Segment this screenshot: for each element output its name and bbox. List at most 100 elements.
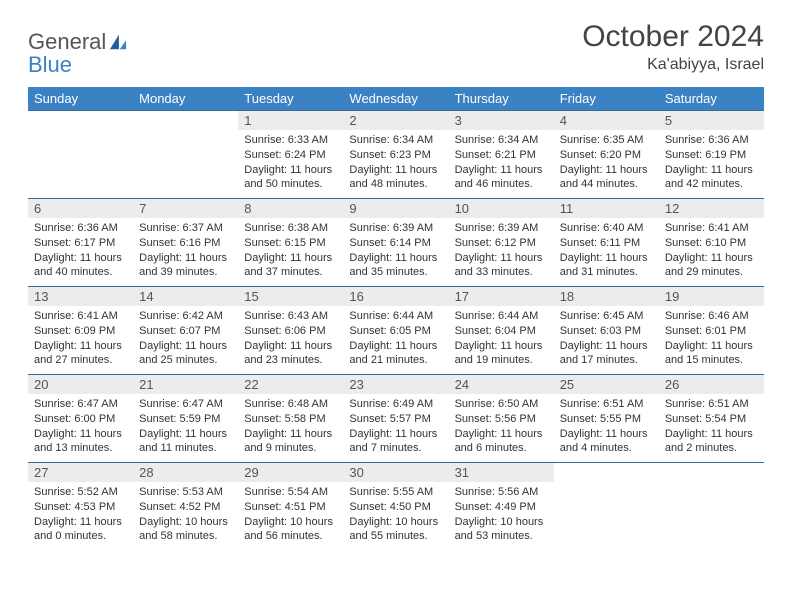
daylight-line: Daylight: 11 hours and 48 minutes. (349, 164, 437, 191)
day-details: Sunrise: 6:43 AMSunset: 6:06 PMDaylight:… (238, 306, 343, 372)
sunrise-line: Sunrise: 6:34 AM (349, 134, 433, 146)
day-details: Sunrise: 6:39 AMSunset: 6:14 PMDaylight:… (343, 218, 448, 284)
sunset-line: Sunset: 5:58 PM (244, 413, 325, 425)
daylight-line: Daylight: 11 hours and 4 minutes. (560, 428, 648, 455)
calendar-week-row: 13Sunrise: 6:41 AMSunset: 6:09 PMDayligh… (28, 286, 764, 374)
day-number: 5 (659, 111, 764, 130)
day-number: 29 (238, 463, 343, 482)
sunset-line: Sunset: 6:16 PM (139, 237, 220, 249)
daylight-line: Daylight: 11 hours and 19 minutes. (455, 340, 543, 367)
sunrise-line: Sunrise: 5:52 AM (34, 486, 118, 498)
sunrise-line: Sunrise: 6:42 AM (139, 310, 223, 322)
daylight-line: Daylight: 11 hours and 35 minutes. (349, 252, 437, 279)
daylight-line: Daylight: 11 hours and 6 minutes. (455, 428, 543, 455)
sunset-line: Sunset: 4:50 PM (349, 501, 430, 513)
calendar-week-row: 27Sunrise: 5:52 AMSunset: 4:53 PMDayligh… (28, 462, 764, 550)
day-cell-28: 28Sunrise: 5:53 AMSunset: 4:52 PMDayligh… (133, 462, 238, 550)
day-number: 14 (133, 287, 238, 306)
day-cell-1: 1Sunrise: 6:33 AMSunset: 6:24 PMDaylight… (238, 110, 343, 198)
day-details: Sunrise: 5:55 AMSunset: 4:50 PMDaylight:… (343, 482, 448, 548)
day-number: 18 (554, 287, 659, 306)
sunrise-line: Sunrise: 6:35 AM (560, 134, 644, 146)
sunrise-line: Sunrise: 6:37 AM (139, 222, 223, 234)
sunset-line: Sunset: 6:09 PM (34, 325, 115, 337)
sunrise-line: Sunrise: 6:44 AM (455, 310, 539, 322)
daylight-line: Daylight: 11 hours and 23 minutes. (244, 340, 332, 367)
sunset-line: Sunset: 4:49 PM (455, 501, 536, 513)
weekday-sunday: Sunday (28, 87, 133, 111)
sunset-line: Sunset: 5:59 PM (139, 413, 220, 425)
sunrise-line: Sunrise: 6:48 AM (244, 398, 328, 410)
day-details: Sunrise: 6:40 AMSunset: 6:11 PMDaylight:… (554, 218, 659, 284)
header: GeneralBlue October 2024 Ka'abiyya, Isra… (28, 20, 764, 77)
daylight-line: Daylight: 10 hours and 53 minutes. (455, 516, 544, 543)
day-details: Sunrise: 6:36 AMSunset: 6:17 PMDaylight:… (28, 218, 133, 284)
day-cell-21: 21Sunrise: 6:47 AMSunset: 5:59 PMDayligh… (133, 374, 238, 462)
day-cell-27: 27Sunrise: 5:52 AMSunset: 4:53 PMDayligh… (28, 462, 133, 550)
day-number: 3 (449, 111, 554, 130)
day-details: Sunrise: 6:51 AMSunset: 5:55 PMDaylight:… (554, 394, 659, 460)
sunrise-line: Sunrise: 6:36 AM (34, 222, 118, 234)
calendar-week-row: 20Sunrise: 6:47 AMSunset: 6:00 PMDayligh… (28, 374, 764, 462)
sunrise-line: Sunrise: 6:44 AM (349, 310, 433, 322)
day-details: Sunrise: 6:48 AMSunset: 5:58 PMDaylight:… (238, 394, 343, 460)
logo: GeneralBlue (28, 20, 128, 77)
daylight-line: Daylight: 11 hours and 29 minutes. (665, 252, 753, 279)
day-number: 20 (28, 375, 133, 394)
day-number: 6 (28, 199, 133, 218)
daylight-line: Daylight: 11 hours and 42 minutes. (665, 164, 753, 191)
weekday-saturday: Saturday (659, 87, 764, 111)
sunset-line: Sunset: 6:17 PM (34, 237, 115, 249)
day-details: Sunrise: 6:38 AMSunset: 6:15 PMDaylight:… (238, 218, 343, 284)
sunrise-line: Sunrise: 6:40 AM (560, 222, 644, 234)
sunrise-line: Sunrise: 6:36 AM (665, 134, 749, 146)
sunrise-line: Sunrise: 6:38 AM (244, 222, 328, 234)
day-details: Sunrise: 6:36 AMSunset: 6:19 PMDaylight:… (659, 130, 764, 196)
daylight-line: Daylight: 10 hours and 56 minutes. (244, 516, 333, 543)
day-number: 28 (133, 463, 238, 482)
day-details: Sunrise: 6:47 AMSunset: 5:59 PMDaylight:… (133, 394, 238, 460)
sunrise-line: Sunrise: 6:47 AM (139, 398, 223, 410)
day-details: Sunrise: 6:44 AM Sunset: 6:04 PM Daylight:… (449, 306, 554, 372)
day-number: 25 (554, 375, 659, 394)
day-cell-9: 9Sunrise: 6:39 AMSunset: 6:14 PMDaylight… (343, 198, 448, 286)
day-details: Sunrise: 6:50 AMSunset: 5:56 PMDaylight:… (449, 394, 554, 460)
daylight-line: Daylight: 10 hours and 55 minutes. (349, 516, 438, 543)
sunset-line: Sunset: 6:24 PM (244, 149, 325, 161)
day-details: Sunrise: 6:35 AMSunset: 6:20 PMDaylight:… (554, 130, 659, 196)
sunset-line: Sunset: 5:55 PM (560, 413, 641, 425)
sunset-line: Sunset: 6:05 PM (349, 325, 430, 337)
sunset-line: Sunset: 6:03 PM (560, 325, 641, 337)
sunset-line: Sunset: 6:07 PM (139, 325, 220, 337)
empty-cell (554, 462, 659, 550)
day-number: 31 (449, 463, 554, 482)
sunrise-line: Sunrise: 6:33 AM (244, 134, 328, 146)
day-details: Sunrise: 6:41 AMSunset: 6:10 PMDaylight:… (659, 218, 764, 284)
daylight-line: Daylight: 11 hours and 39 minutes. (139, 252, 227, 279)
weekday-thursday: Thursday (449, 87, 554, 111)
sunset-line: Sunset: 5:57 PM (349, 413, 430, 425)
day-number: 24 (449, 375, 554, 394)
day-number: 17 (449, 287, 554, 306)
day-cell-25: 25Sunrise: 6:51 AMSunset: 5:55 PMDayligh… (554, 374, 659, 462)
day-cell-26: 26Sunrise: 6:51 AMSunset: 5:54 PMDayligh… (659, 374, 764, 462)
weekday-monday: Monday (133, 87, 238, 111)
sunset-line: Sunset: 4:52 PM (139, 501, 220, 513)
day-number: 9 (343, 199, 448, 218)
sunset-line: Sunset: 6:12 PM (455, 237, 536, 249)
day-cell-15: 15Sunrise: 6:43 AMSunset: 6:06 PMDayligh… (238, 286, 343, 374)
day-cell-23: 23Sunrise: 6:49 AMSunset: 5:57 PMDayligh… (343, 374, 448, 462)
day-cell-12: 12Sunrise: 6:41 AMSunset: 6:10 PMDayligh… (659, 198, 764, 286)
daylight-line: Daylight: 11 hours and 31 minutes. (560, 252, 648, 279)
day-number: 22 (238, 375, 343, 394)
sunrise-line: Sunrise: 6:41 AM (665, 222, 749, 234)
sunrise-line: Sunrise: 6:49 AM (349, 398, 433, 410)
day-cell-31: 31Sunrise: 5:56 AMSunset: 4:49 PMDayligh… (449, 462, 554, 550)
day-cell-17: 17 Sunrise: 6:44 AM Sunset: 6:04 PM Dayligh… (449, 286, 554, 374)
month-title: October 2024 (582, 20, 764, 54)
sunset-line: Sunset: 6:04 PM (455, 325, 536, 337)
sunset-line: Sunset: 6:15 PM (244, 237, 325, 249)
day-details: Sunrise: 6:34 AMSunset: 6:23 PMDaylight:… (343, 130, 448, 196)
sunset-line: Sunset: 6:01 PM (665, 325, 746, 337)
day-number: 26 (659, 375, 764, 394)
